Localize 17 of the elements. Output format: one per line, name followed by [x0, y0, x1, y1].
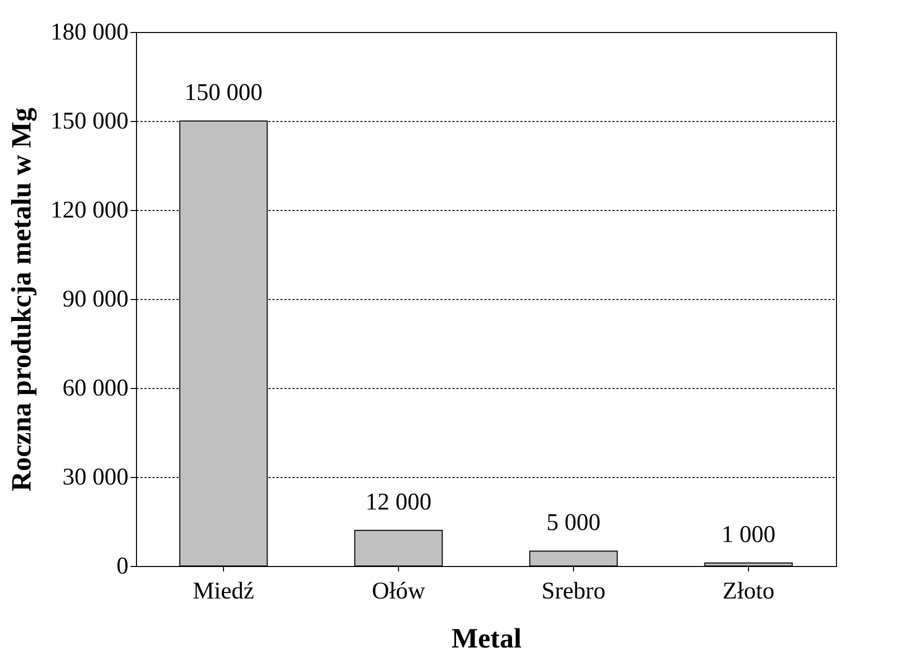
- x-tick-label: Złoto: [722, 578, 774, 604]
- data-label: 12 000: [366, 489, 432, 516]
- x-axis-title: Metal: [452, 624, 522, 654]
- y-tick-label: 150 000: [50, 108, 128, 134]
- y-tick-label: 30 000: [62, 464, 128, 490]
- data-label: 5 000: [546, 510, 600, 536]
- x-tick-label: Ołów: [372, 578, 426, 604]
- y-tick-label: 90 000: [62, 286, 128, 312]
- y-tick-label: 120 000: [50, 198, 128, 224]
- data-label: 150 000: [184, 80, 262, 106]
- y-axis-title: Roczna produkcja metalu w Mg: [6, 108, 38, 492]
- y-tick-label: 180 000: [50, 20, 128, 46]
- y-tick-label: 0: [116, 554, 128, 580]
- data-label: 1 000: [722, 522, 776, 548]
- x-tick-label: Miedź: [192, 578, 254, 604]
- x-tick-label: Srebro: [542, 578, 606, 604]
- y-tick-label: 60 000: [62, 376, 128, 402]
